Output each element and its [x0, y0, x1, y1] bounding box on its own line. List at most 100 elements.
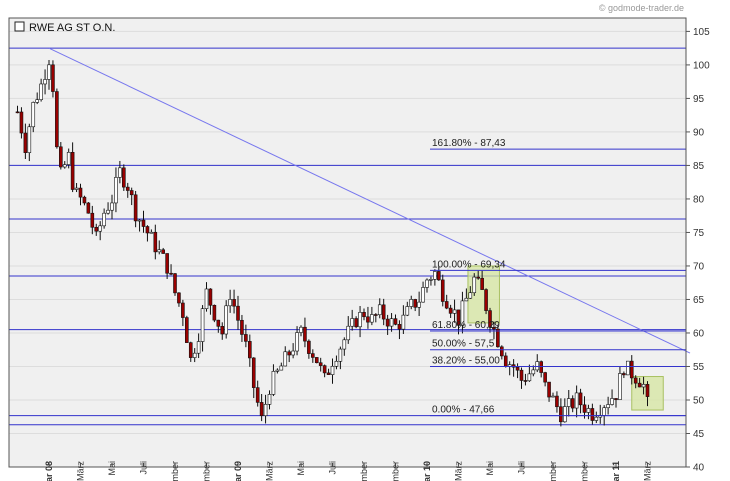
candle-body: [228, 299, 232, 307]
candle-body: [161, 249, 165, 254]
candle-body: [358, 312, 362, 328]
candle-body: [362, 312, 366, 318]
candle-body: [614, 398, 618, 400]
candle-body: [374, 314, 378, 316]
x-tick-label: März: [643, 461, 653, 481]
candle-body: [66, 152, 71, 165]
x-tick-label: September: [359, 461, 369, 481]
candle-body: [141, 219, 146, 227]
candle-body: [606, 404, 610, 409]
x-tick-label: Januar 09: [233, 461, 243, 481]
candle-body: [251, 357, 256, 388]
candle-body: [637, 382, 642, 388]
x-tick-label: Juli: [328, 461, 338, 475]
candle-body: [283, 351, 288, 367]
candle-body: [295, 332, 299, 352]
candle-body: [82, 196, 87, 204]
candle-body: [271, 371, 276, 395]
candle-body: [594, 416, 599, 421]
y-tick-label: 45: [693, 429, 705, 440]
x-tick-label: November: [580, 461, 590, 481]
candle-body: [263, 404, 268, 417]
candle-body: [563, 406, 567, 423]
candle-body: [535, 361, 540, 371]
candle-body: [456, 309, 461, 326]
candle-body: [212, 304, 217, 321]
candle-body: [405, 306, 410, 316]
plot-frame: [8, 17, 687, 468]
x-tick-label: Januar 08: [44, 461, 54, 481]
candle-body: [98, 225, 102, 232]
candle-body: [551, 395, 555, 398]
candle-body: [460, 300, 465, 326]
candle-body: [19, 111, 24, 134]
candle-body: [586, 408, 591, 413]
y-tick-label: 100: [693, 60, 710, 71]
candle-body: [500, 346, 504, 357]
candles: [15, 60, 650, 427]
candle-body: [118, 167, 122, 178]
candle-body: [618, 373, 622, 400]
y-tick-label: 65: [693, 295, 705, 306]
candle-body: [543, 372, 547, 383]
candle-body: [94, 226, 99, 232]
candle-body: [39, 83, 43, 100]
candle-body: [23, 132, 28, 153]
candle-body: [90, 212, 95, 228]
candle-body: [169, 272, 173, 275]
x-tick-label: März: [265, 461, 275, 481]
fibonacci-label: 38.20% - 55,00: [432, 355, 500, 366]
candle-body: [165, 253, 169, 274]
candle-body: [610, 398, 614, 405]
candle-body: [62, 164, 67, 168]
candle-body: [523, 380, 528, 382]
y-tick-label: 85: [693, 161, 705, 172]
candle-body: [43, 79, 47, 85]
candle-body: [409, 299, 414, 307]
x-tick-label: November: [202, 461, 212, 481]
candle-body: [86, 202, 91, 214]
candle-body: [102, 212, 106, 227]
candle-body: [248, 341, 252, 359]
candle-body: [133, 194, 138, 222]
x-tick-label: Januar 10: [422, 461, 432, 481]
candle-body: [448, 307, 453, 314]
candle-body: [503, 355, 508, 367]
candle-body: [149, 231, 154, 234]
highlight-box: [467, 265, 500, 324]
candle-body: [389, 318, 394, 327]
candle-body: [413, 299, 417, 308]
x-tick-label: Juli: [139, 461, 149, 475]
candle-body: [527, 373, 532, 382]
x-tick-label: Mai: [107, 461, 117, 476]
candle-body: [15, 111, 20, 114]
x-tick-label: März: [454, 461, 464, 481]
candle-body: [51, 64, 55, 92]
candle-body: [440, 279, 445, 302]
candle-body: [574, 392, 579, 409]
candle-body: [342, 339, 347, 350]
candle-body: [338, 348, 343, 362]
candle-body: [547, 381, 551, 398]
candle-body: [401, 314, 406, 330]
candle-body: [590, 408, 595, 421]
candle-body: [511, 364, 516, 368]
candle-body: [74, 187, 79, 190]
y-tick-label: 105: [693, 27, 710, 38]
candle-body: [224, 305, 228, 335]
candle-body: [220, 326, 225, 335]
x-tick-label: Mai: [485, 461, 495, 476]
candle-body: [70, 152, 75, 190]
candle-body: [106, 209, 110, 214]
downtrend-line: [48, 47, 691, 354]
candle-body: [334, 360, 339, 367]
candle-body: [181, 302, 185, 318]
candle-body: [519, 369, 524, 381]
candle-body: [200, 308, 205, 342]
y-axis: 40 45 50 55 60 65 70 75 80 85 90 95 100 105: [686, 27, 710, 474]
candle-body: [232, 299, 236, 307]
candle-body: [602, 407, 606, 416]
candle-body: [350, 318, 354, 327]
candle-body: [515, 366, 520, 371]
